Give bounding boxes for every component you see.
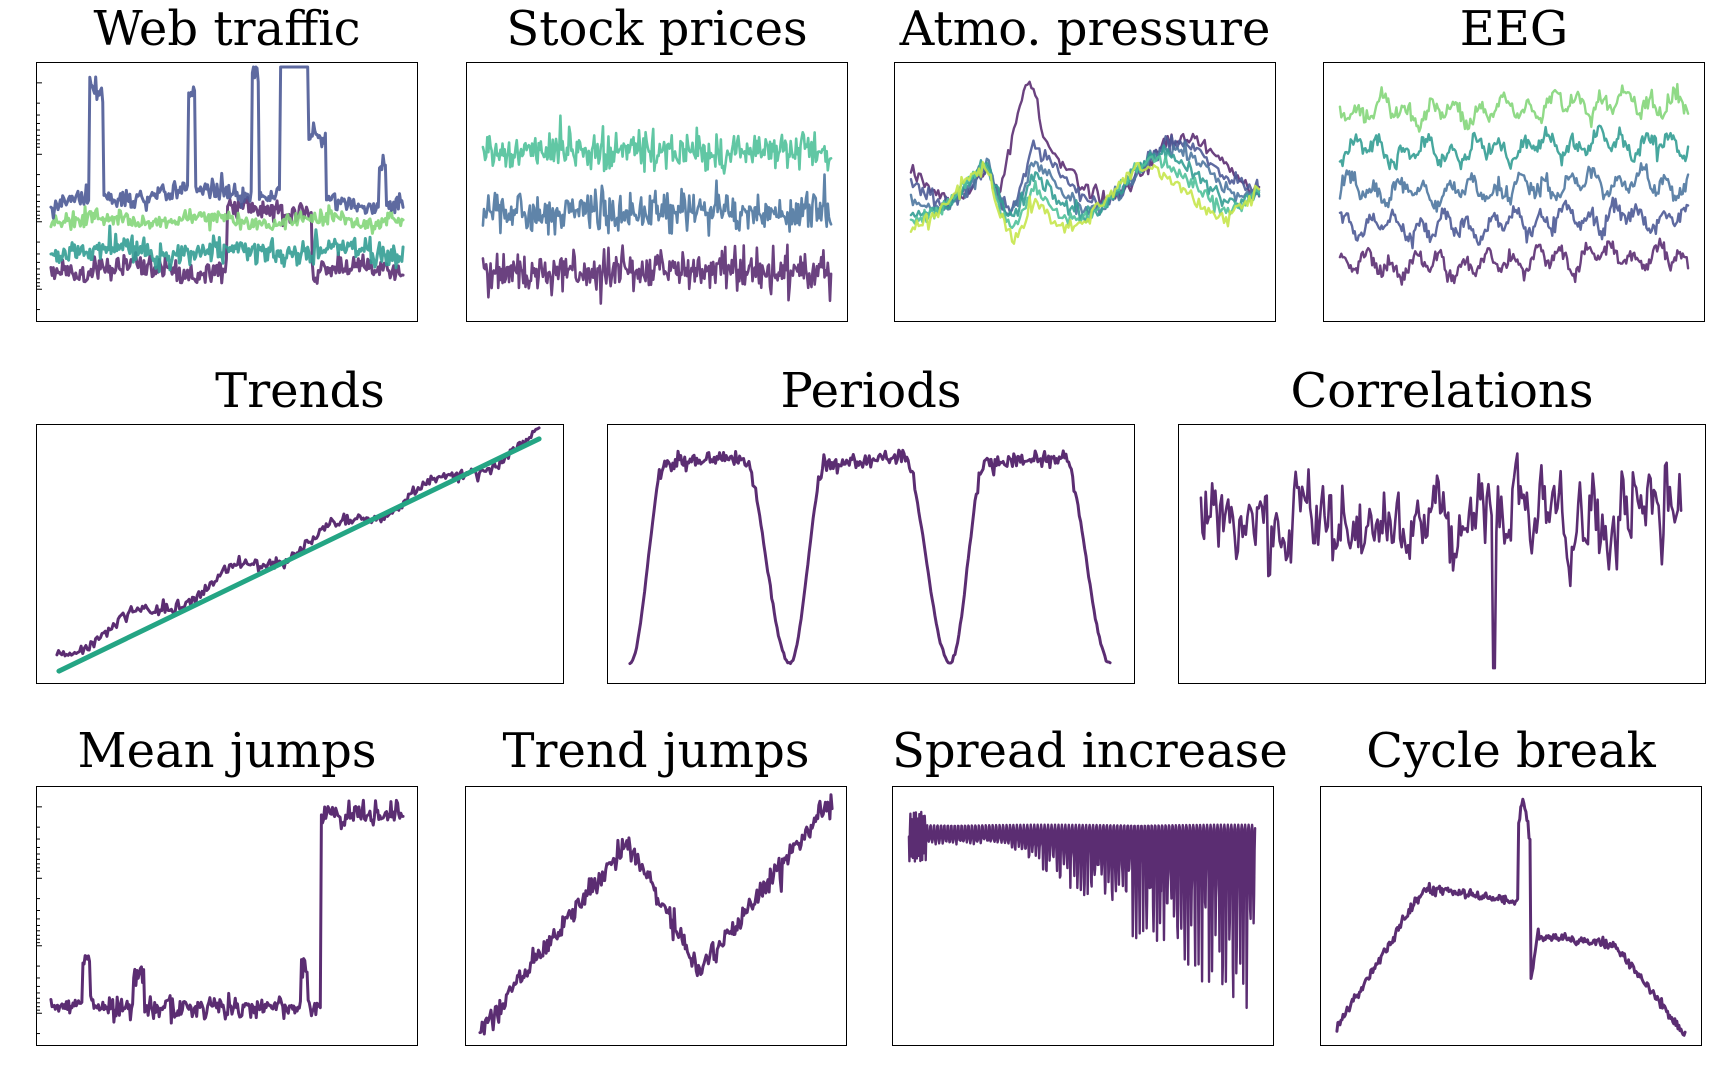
plot-area [1178, 424, 1706, 684]
periods-plot [628, 448, 1112, 666]
panel-mean-jumps: Mean jumps [36, 724, 418, 1046]
pressure-series [909, 140, 1261, 216]
panel-trends: Trends [36, 362, 564, 684]
mean-jump-series [49, 798, 405, 1025]
web-traffic-series [49, 65, 405, 220]
stock-prices-plot [481, 114, 833, 305]
eeg-channel-series [1338, 162, 1690, 213]
chart-title: Trends [215, 363, 385, 419]
correlations-plot [1199, 452, 1683, 670]
plot-area [466, 62, 848, 322]
trend-fit-line [56, 436, 542, 674]
pressure-series [909, 161, 1261, 245]
panel-spread-increase: Spread increase [892, 723, 1288, 1046]
panel-correlations: Correlations [1178, 362, 1706, 684]
spread-series [907, 810, 1257, 1010]
trend-jump-series [478, 793, 834, 1036]
stock-price-series [481, 243, 833, 305]
plot-area [892, 786, 1274, 1046]
plot-area [465, 786, 847, 1046]
chart-title: Stock prices [506, 1, 808, 57]
plot-area [1323, 62, 1705, 322]
plot-area [36, 424, 564, 684]
chart-title: Web traffic [93, 1, 361, 57]
web-traffic-series [49, 224, 405, 274]
chart-title: Correlations [1290, 363, 1594, 419]
pressure-series [909, 144, 1261, 224]
chart-title: Cycle break [1366, 723, 1656, 779]
web-traffic-series [49, 204, 405, 235]
panel-atmo-pressure: Atmo. pressure [894, 0, 1276, 322]
correlated-series [1199, 452, 1683, 670]
panel-stock-prices: Stock prices [466, 0, 848, 322]
stock-price-series [481, 173, 833, 237]
trend-series [55, 426, 541, 658]
mean-jumps-plot [37, 798, 405, 1035]
chart-title: Trend jumps [502, 723, 810, 779]
plot-area [36, 786, 418, 1046]
plot-area [607, 424, 1135, 684]
cycle-break-series [1335, 797, 1687, 1037]
eeg-plot [1338, 82, 1690, 286]
pressure-series [909, 154, 1261, 230]
eeg-channel-series [1338, 196, 1690, 250]
chart-title: Spread increase [892, 723, 1288, 779]
panel-cycle-break: Cycle break [1320, 724, 1702, 1046]
trends-plot [55, 426, 542, 674]
cycle-break-plot [1335, 797, 1687, 1037]
plot-area [894, 62, 1276, 322]
chart-title: Periods [780, 363, 962, 419]
trend-jumps-plot [478, 793, 834, 1036]
plot-area [1320, 786, 1702, 1046]
chart-title: Mean jumps [77, 723, 377, 779]
pressure-series [909, 134, 1261, 215]
panel-periods: Periods [607, 362, 1135, 684]
eeg-channel-series [1338, 124, 1690, 171]
eeg-channel-series [1338, 237, 1690, 286]
panel-web-traffic: Web traffic [36, 0, 418, 322]
panel-trend-jumps: Trend jumps [465, 724, 847, 1046]
periodic-series [628, 448, 1112, 666]
plot-area [36, 62, 418, 322]
panel-eeg: EEG [1323, 0, 1705, 322]
web-traffic-series [49, 196, 405, 285]
web-traffic-plot [37, 65, 405, 311]
stock-price-series [481, 114, 833, 175]
chart-title: EEG [1459, 1, 1569, 57]
atmo-pressure-plot [909, 80, 1261, 245]
chart-title: Atmo. pressure [899, 1, 1271, 57]
spread-increase-plot [907, 810, 1257, 1010]
eeg-channel-series [1338, 82, 1690, 133]
